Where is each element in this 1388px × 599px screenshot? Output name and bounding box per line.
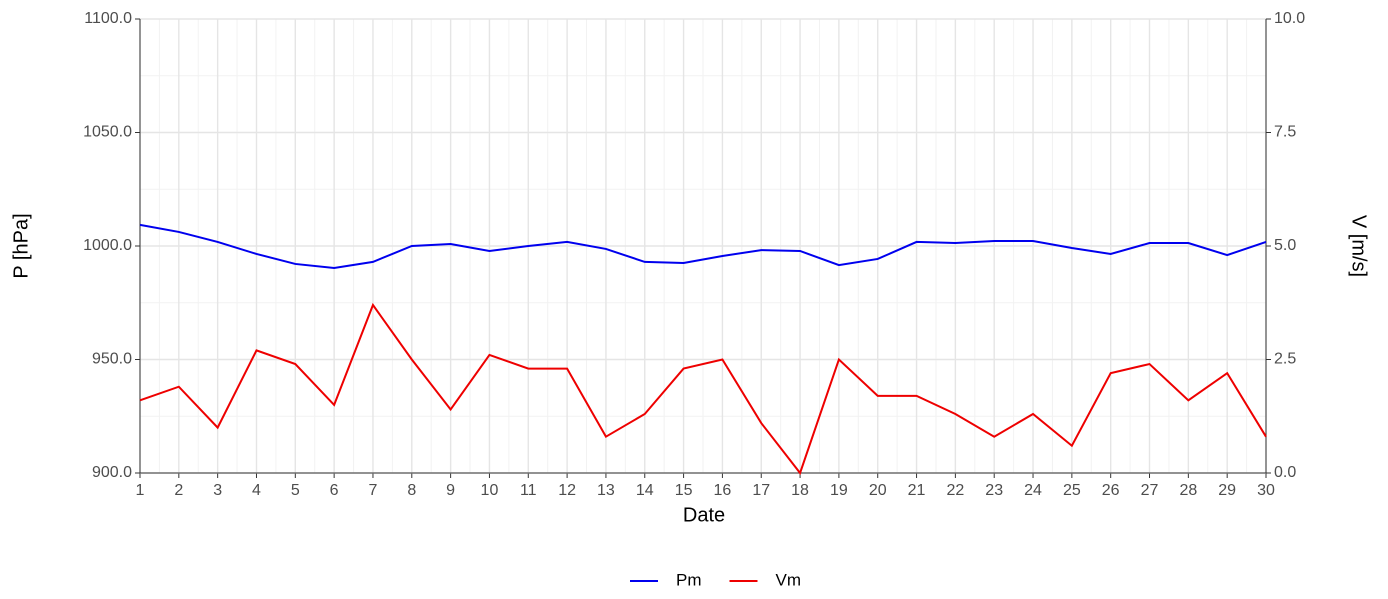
x-tick-label: 21 [908,482,926,499]
x-tick-label: 24 [1024,482,1042,499]
x-tick-label: 19 [830,482,848,499]
x-tick-label: 2 [174,482,183,499]
y-axis-label: P [hPa] [10,213,32,278]
x-tick-label: 11 [520,482,537,499]
x-tick-label: 16 [714,482,732,499]
x-tick-label: 27 [1141,482,1159,499]
y2-tick-label: 2.5 [1274,351,1296,368]
x-tick-label: 7 [369,482,378,499]
x-tick-label: 15 [675,482,693,499]
x-tick-label: 3 [213,482,222,499]
y-tick-label: 1100.0 [84,10,132,27]
x-tick-label: 25 [1063,482,1081,499]
y2-tick-label: 0.0 [1274,464,1296,481]
x-tick-label: 22 [946,482,964,499]
x-tick-label: 12 [558,482,576,499]
x-tick-label: 29 [1218,482,1236,499]
x-tick-label: 4 [252,482,261,499]
x-tick-label: 13 [597,482,615,499]
series-line [139,302,1267,476]
x-tick-label: 1 [136,482,145,499]
x-tick-label: 8 [407,482,416,499]
x-tick-label: 30 [1257,482,1275,499]
y2-axis-label: V [m/s] [1348,215,1370,277]
x-tick-label: 18 [791,482,809,499]
x-axis-label: Date [683,504,725,526]
x-tick-label: 23 [985,482,1003,499]
x-tick-label: 17 [752,482,770,499]
y-tick-label: 1050.0 [83,124,132,141]
x-tick-label: 9 [446,482,455,499]
x-tick-label: 28 [1179,482,1197,499]
y2-tick-label: 7.5 [1274,124,1296,141]
series-line [139,223,1267,270]
legend-label: Pm [676,570,702,589]
x-tick-label: 14 [636,482,654,499]
y-tick-label: 900.0 [92,464,132,481]
x-tick-label: 5 [291,482,300,499]
y-tick-label: 950.0 [92,351,132,368]
x-tick-label: 20 [869,482,887,499]
x-tick-label: 6 [330,482,339,499]
x-tick-label: 26 [1102,482,1120,499]
y2-tick-label: 10.0 [1274,10,1305,27]
y2-tick-label: 5.0 [1274,237,1296,254]
legend-label: Vm [776,570,802,589]
x-tick-label: 10 [481,482,499,499]
y-tick-label: 1000.0 [83,237,132,254]
